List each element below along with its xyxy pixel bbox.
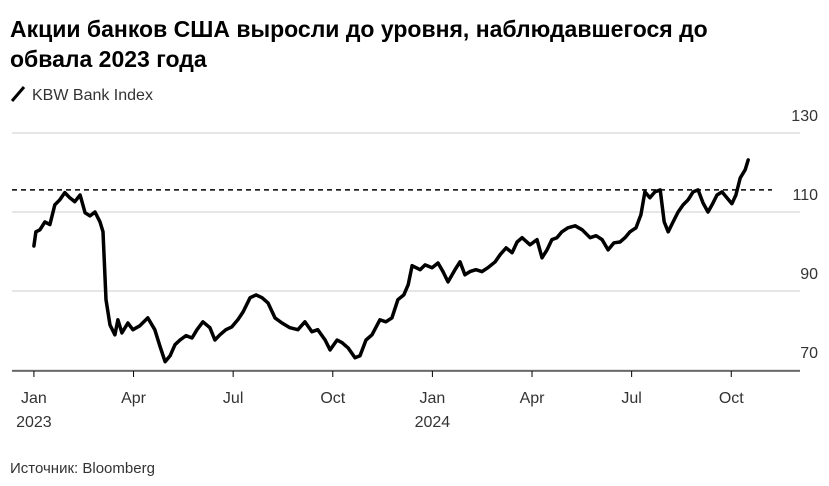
line-series (32, 158, 750, 364)
chart-title: Акции банков США выросли до уровня, набл… (10, 16, 708, 42)
source: Источник: Bloomberg (10, 460, 155, 477)
x-tick-label: Jan (420, 390, 446, 407)
x-tick-sublabel: 2024 (415, 414, 451, 431)
y-tick-label: 90 (800, 266, 818, 283)
y-tick-label: 70 (800, 345, 818, 362)
x-tick-label: Oct (719, 390, 744, 407)
x-tick-label: Jul (621, 390, 641, 407)
x-tick-label: Apr (121, 390, 147, 407)
y-tick-label: 110 (792, 187, 818, 204)
legend-label: KBW Bank Index (32, 87, 153, 104)
y-tick-label: 130 (791, 108, 818, 125)
x-tick-label: Oct (320, 390, 345, 407)
x-tick-label: Jan (21, 390, 47, 407)
x-tick-label: Apr (520, 390, 546, 407)
x-tick-sublabel: 2023 (16, 414, 52, 431)
legend-icon (10, 86, 26, 102)
chart-title: обвала 2023 года (10, 46, 207, 72)
x-tick-label: Jul (223, 390, 243, 407)
